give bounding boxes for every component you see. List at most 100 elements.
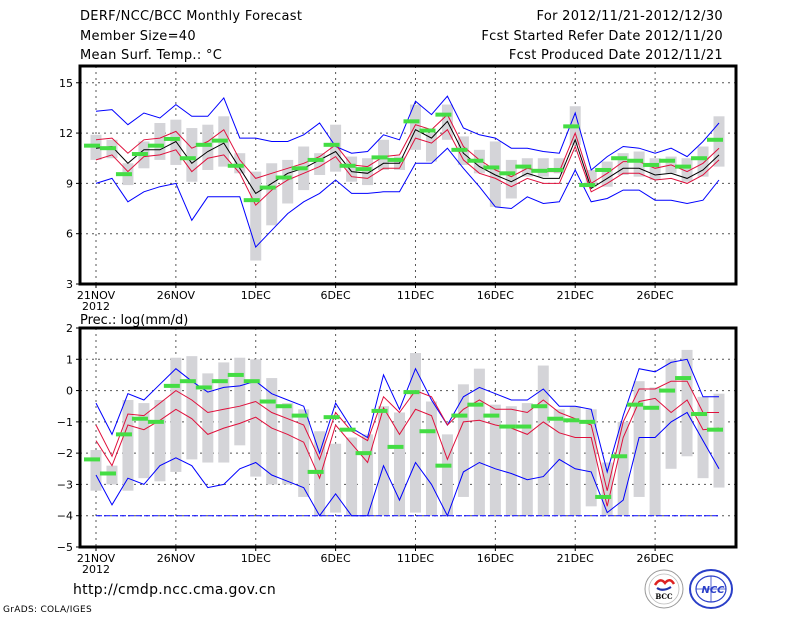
series-line-mean: [95, 120, 720, 195]
median-marker: [675, 164, 692, 169]
ensemble-box: [378, 406, 390, 516]
ytick-label: −5: [57, 541, 73, 554]
median-marker: [307, 157, 324, 162]
ytick-label: 2: [66, 322, 73, 335]
median-marker: [515, 424, 532, 429]
ensemble-box: [409, 353, 421, 513]
ensemble-box: [505, 406, 517, 516]
ensemble-box: [425, 133, 437, 162]
ensemble-box: [282, 159, 294, 204]
median-marker: [419, 429, 436, 434]
xtick-label: 21DEC: [557, 289, 594, 302]
source-url[interactable]: http://cmdp.ncc.cma.gov.cn: [73, 582, 276, 598]
ensemble-box: [154, 399, 166, 482]
median-marker: [291, 166, 308, 171]
median-marker: [291, 413, 308, 418]
member-size: Member Size=40: [80, 29, 196, 44]
median-marker: [691, 156, 708, 161]
ytick-label: 6: [66, 228, 73, 241]
median-marker: [339, 163, 356, 168]
forecast-period: For 2012/11/21-2012/12/30: [536, 9, 723, 24]
median-marker: [195, 142, 212, 147]
ensemble-box: [553, 158, 565, 174]
median-marker: [451, 147, 468, 152]
ensemble-box: [441, 434, 453, 516]
ensemble-box: [505, 159, 517, 199]
median-marker: [115, 432, 132, 437]
median-marker: [211, 138, 228, 143]
median-marker: [211, 379, 228, 384]
ensemble-box: [665, 359, 677, 469]
median-marker: [259, 185, 276, 190]
ensemble-box: [138, 403, 150, 479]
median-marker: [163, 383, 180, 388]
ensemble-box: [362, 434, 374, 516]
ensemble-box: [394, 412, 406, 516]
ensemble-box: [186, 356, 198, 460]
ensemble-box: [122, 399, 134, 491]
median-marker: [499, 424, 516, 429]
median-marker: [467, 158, 484, 163]
median-marker: [659, 388, 676, 393]
median-marker: [323, 415, 340, 420]
plot-frame-prec: [78, 326, 738, 549]
chart-title: DERF/NCC/BCC Monthly Forecast: [80, 9, 303, 24]
median-marker: [611, 454, 628, 459]
ensemble-box: [346, 437, 358, 516]
ytick-label: −1: [57, 416, 73, 429]
ensemble-box: [585, 409, 597, 507]
ensemble-box: [521, 403, 533, 516]
ensemble-box: [202, 124, 214, 170]
ensemble-box: [154, 123, 166, 160]
median-marker: [307, 469, 324, 474]
median-marker: [387, 444, 404, 449]
xtick-label: 11DEC: [397, 552, 434, 565]
ensemble-box: [697, 146, 709, 177]
ytick-label: 0: [66, 385, 73, 398]
median-marker: [627, 402, 644, 407]
variable-label: Mean Surf. Temp.: °C: [80, 48, 223, 63]
median-marker: [195, 385, 212, 390]
median-marker: [84, 457, 100, 462]
ensemble-box: [282, 403, 294, 485]
median-marker: [115, 172, 132, 177]
median-marker: [355, 167, 372, 172]
median-marker: [483, 165, 500, 170]
median-marker: [131, 416, 148, 421]
ensemble-box: [330, 443, 342, 513]
ensemble-box: [681, 349, 693, 457]
ensemble-box: [409, 104, 421, 150]
ensemble-box: [633, 151, 645, 177]
median-marker: [131, 152, 148, 157]
median-marker: [163, 136, 180, 141]
forecast-start-date: Fcst Started Refer Date 2012/11/20: [481, 29, 723, 44]
ensemble-box: [362, 158, 374, 186]
median-marker: [147, 143, 164, 148]
ensemble-box: [569, 406, 581, 516]
series-line-min: [95, 411, 720, 517]
ensemble-box: [617, 421, 629, 516]
median-marker: [371, 408, 388, 413]
median-marker: [227, 372, 244, 377]
xtick-label: 1DEC: [241, 289, 271, 302]
median-marker: [691, 412, 708, 417]
ensemble-box: [378, 139, 390, 170]
median-marker: [339, 427, 356, 432]
ensemble-box: [489, 404, 501, 516]
ensemble-box: [617, 153, 629, 175]
xtick-label: 21NOV: [77, 552, 116, 565]
xtick-label: 21DEC: [557, 552, 594, 565]
ensemble-box: [170, 357, 182, 472]
median-marker: [451, 413, 468, 418]
median-marker: [707, 137, 723, 142]
ytick-label: −3: [57, 478, 73, 491]
median-marker: [643, 162, 660, 167]
median-marker: [259, 399, 276, 404]
ensemble-box: [266, 378, 278, 485]
median-marker: [595, 494, 612, 499]
xtick-label: 26NOV: [157, 552, 196, 565]
median-marker: [387, 157, 404, 162]
median-marker: [323, 142, 340, 147]
median-marker: [547, 167, 564, 172]
